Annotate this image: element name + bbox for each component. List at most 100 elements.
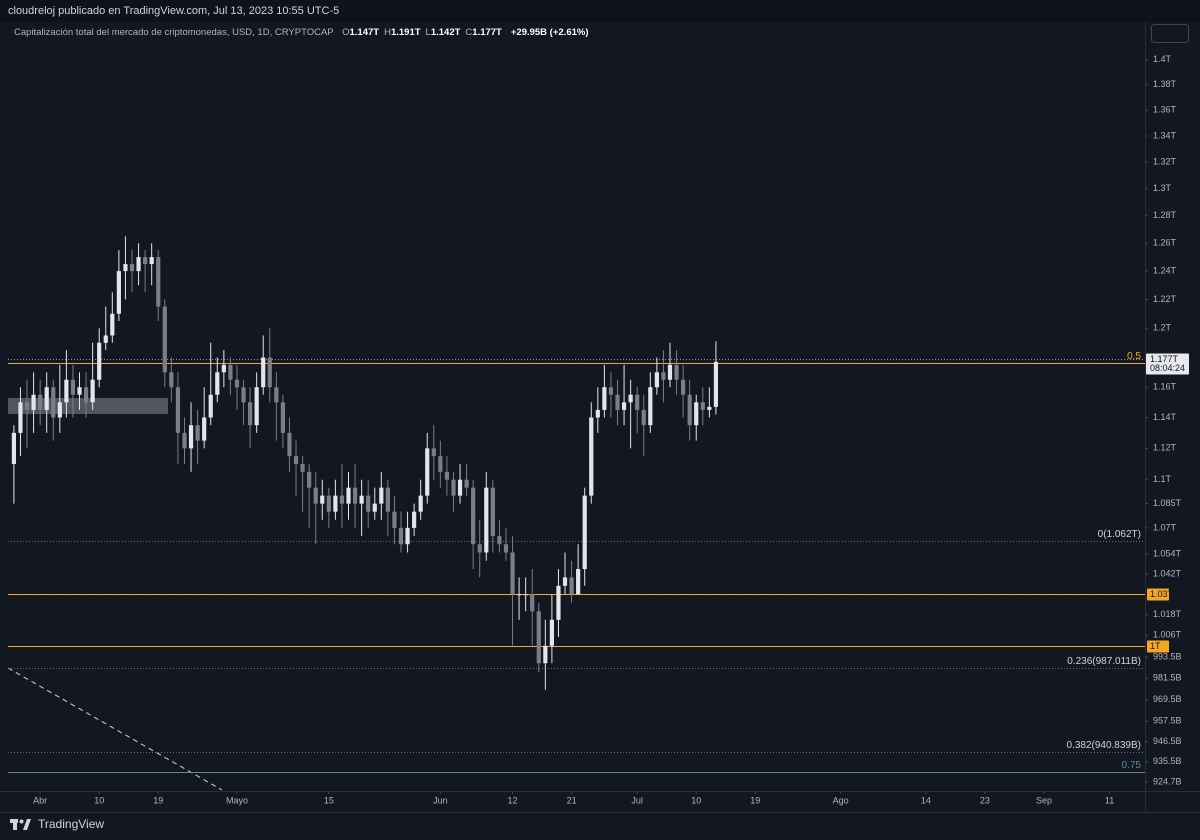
candle-body — [562, 577, 568, 586]
candle-body — [576, 569, 581, 595]
candle-body — [641, 409, 646, 426]
candle-body — [543, 645, 548, 664]
symbol-name: Capitalización total del mercado de crip… — [14, 27, 334, 38]
candle-body — [208, 394, 213, 418]
footer: TradingView — [10, 817, 104, 831]
level-label-box — [1147, 640, 1169, 653]
candle-body — [24, 402, 30, 410]
brand-name: TradingView — [38, 817, 105, 831]
level-label: 1.03T — [1150, 589, 1174, 599]
candle-body — [608, 387, 614, 395]
candle-body — [359, 495, 364, 504]
candle-body — [346, 487, 351, 504]
candle-body — [366, 495, 371, 512]
y-tick-label: 1.3T — [1153, 183, 1172, 193]
candle-body — [103, 335, 108, 343]
x-tick-label: Ago — [833, 795, 849, 805]
change-value: +29.95B (+2.61%) — [510, 27, 589, 38]
candle-body — [83, 387, 89, 403]
x-tick-label: 10 — [94, 795, 104, 805]
candle-body — [464, 479, 469, 488]
candle-body — [320, 495, 325, 504]
candle-body — [215, 372, 220, 395]
candle-body — [681, 379, 686, 395]
candle-body — [451, 479, 456, 496]
candle-body — [339, 495, 345, 504]
candle-body — [129, 264, 135, 272]
last-price-countdown: 08:04:24 — [1150, 363, 1185, 373]
publish-bar: cloudreloj publicado en TradingView.com,… — [0, 0, 1200, 22]
publish-info: cloudreloj publicado en TradingView.com,… — [8, 5, 340, 17]
candle-body — [556, 585, 561, 620]
y-tick-label: 1.14T — [1153, 412, 1177, 422]
candle-body — [661, 372, 666, 380]
candle-body — [405, 527, 410, 545]
x-tick-label: 23 — [980, 795, 990, 805]
candle-body — [398, 527, 404, 545]
candle-body — [64, 379, 69, 403]
candle-body — [188, 425, 194, 449]
y-tick-label: 1.22T — [1153, 294, 1177, 304]
last-price-label: 1.177T — [1150, 354, 1179, 364]
y-tick-label: 1.042T — [1153, 568, 1182, 578]
candle-body — [615, 394, 620, 410]
candle-body — [136, 257, 141, 272]
candle-body — [457, 479, 463, 496]
candle-body — [667, 364, 673, 380]
candle-body — [77, 387, 82, 395]
candle-body — [221, 364, 226, 373]
y-tick-label: 957.5B — [1153, 716, 1182, 726]
candle-body — [57, 402, 62, 418]
y-tick-label: 1.38T — [1153, 79, 1177, 89]
candle-body — [497, 536, 502, 545]
y-tick-label: 1.24T — [1153, 265, 1177, 275]
level-label-box — [1147, 588, 1169, 601]
candle-body — [425, 448, 430, 496]
ohlc-label: H — [384, 27, 391, 38]
last-price-box — [1146, 353, 1189, 375]
y-tick-label: 1.26T — [1153, 238, 1177, 248]
candle-body — [674, 364, 679, 380]
candle-body — [444, 471, 450, 480]
candle-body — [162, 306, 167, 373]
settings-button[interactable] — [1151, 24, 1189, 43]
candle-body — [44, 387, 49, 410]
candle-body — [530, 594, 535, 612]
x-tick-label: Abr — [33, 795, 47, 805]
candle-body — [274, 387, 279, 403]
y-tick-label: 924.7B — [1153, 776, 1182, 786]
candle-body — [110, 313, 115, 336]
candle-body — [18, 402, 23, 433]
candle-body — [31, 394, 36, 410]
candle-body — [602, 387, 607, 410]
candle-body — [707, 406, 712, 410]
x-tick-label: 15 — [324, 795, 334, 805]
candle-body — [490, 487, 495, 537]
candle-body — [90, 379, 95, 403]
candle-body — [477, 544, 482, 553]
candle-body — [169, 372, 174, 388]
x-tick-label: 11 — [1105, 795, 1114, 805]
candle-body — [418, 495, 423, 512]
level-label: 0.382(940.839B) — [1066, 740, 1141, 751]
candle-body — [621, 402, 627, 410]
candle-body — [241, 387, 246, 403]
candle-body — [182, 432, 187, 449]
candle-body — [379, 487, 384, 504]
y-tick-label: 1.054T — [1153, 549, 1182, 559]
candle-body — [293, 456, 299, 464]
candle-body — [287, 432, 292, 457]
ohlc-label: C — [465, 27, 473, 38]
candle-body — [267, 357, 272, 388]
candle-body — [484, 487, 489, 553]
candle-body — [595, 409, 600, 418]
candle-body — [471, 487, 476, 545]
x-tick-label: Jun — [433, 795, 448, 805]
y-tick-label: 1.006T — [1153, 630, 1182, 640]
candle-body — [523, 594, 528, 596]
candle-body — [589, 417, 594, 496]
x-tick-label: 19 — [750, 795, 760, 805]
y-tick-label: 1.12T — [1153, 443, 1177, 453]
